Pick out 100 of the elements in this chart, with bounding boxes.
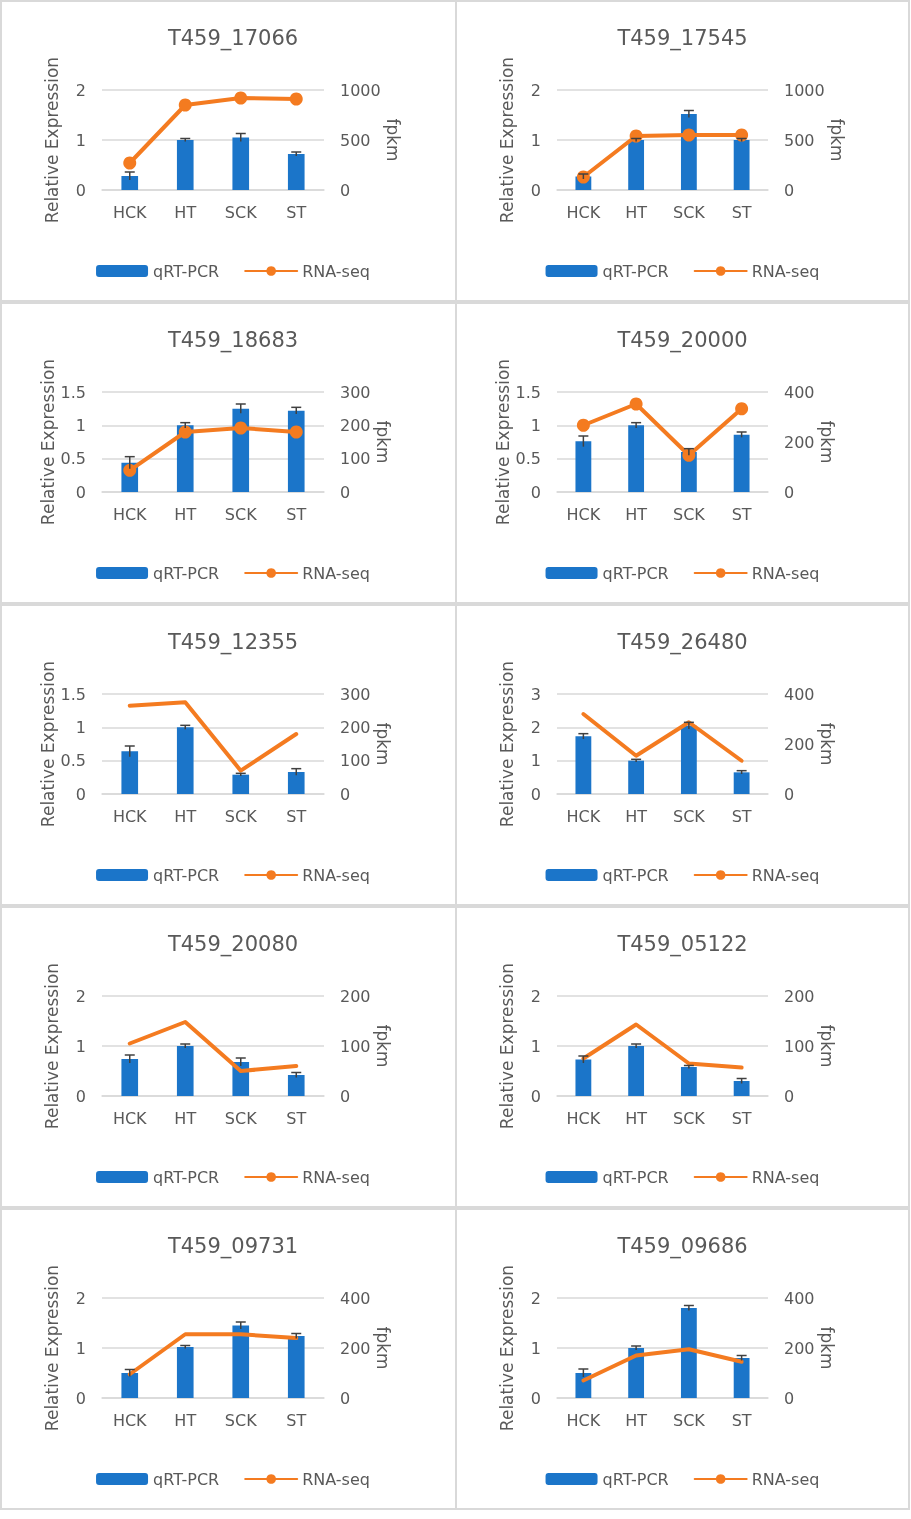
y2-axis-title: fpkm bbox=[372, 1024, 393, 1068]
bar bbox=[575, 736, 592, 794]
legend-label: qRT-PCR bbox=[153, 1469, 220, 1489]
y-axis-title: Relative Expression bbox=[41, 962, 62, 1130]
bar bbox=[176, 140, 194, 190]
legend-label: RNA-seq bbox=[751, 261, 820, 281]
x-tick-label: ST bbox=[286, 504, 307, 524]
bar bbox=[121, 1373, 139, 1398]
y2-tick-label: 0 bbox=[784, 1086, 795, 1106]
y2-tick-label: 200 bbox=[784, 432, 815, 452]
chart-title: T459_12355 bbox=[166, 629, 299, 655]
x-tick-label: ST bbox=[286, 1410, 307, 1430]
x-tick-label: HCK bbox=[566, 1108, 601, 1128]
y2-axis-title: fpkm bbox=[827, 118, 848, 162]
bar bbox=[680, 1067, 697, 1096]
y-axis-title: Relative Expression bbox=[493, 358, 514, 526]
point bbox=[123, 156, 137, 170]
x-tick-label: SCK bbox=[224, 806, 258, 826]
y-tick-label: 1 bbox=[530, 130, 541, 150]
y2-tick-label: 300 bbox=[340, 382, 371, 402]
x-tick-label: SCK bbox=[672, 1108, 706, 1128]
chart-title: T459_09731 bbox=[166, 1233, 299, 1259]
bar bbox=[287, 1336, 305, 1398]
y2-tick-label: 200 bbox=[784, 986, 815, 1006]
y-tick-label: 3 bbox=[530, 684, 541, 704]
legend-label: RNA-seq bbox=[751, 1469, 820, 1489]
bar bbox=[121, 1059, 139, 1096]
y2-axis-title: fpkm bbox=[816, 1326, 837, 1370]
chart-title: T459_20000 bbox=[616, 327, 748, 353]
bar bbox=[232, 774, 250, 794]
point bbox=[234, 421, 248, 435]
bar bbox=[287, 1075, 305, 1096]
legend-label: RNA-seq bbox=[302, 563, 370, 583]
y-axis-title: Relative Expression bbox=[41, 1264, 62, 1432]
x-tick-label: HT bbox=[625, 1410, 648, 1430]
y2-tick-label: 100 bbox=[340, 449, 371, 469]
y-tick-label: 0.5 bbox=[515, 449, 541, 469]
y2-tick-label: 200 bbox=[784, 1338, 815, 1358]
y2-axis-title: fpkm bbox=[372, 420, 393, 464]
y2-axis-title: fpkm bbox=[372, 722, 393, 766]
y2-tick-label: 200 bbox=[340, 415, 371, 435]
legend-label: qRT-PCR bbox=[602, 563, 669, 583]
bar bbox=[232, 1325, 250, 1398]
bar bbox=[232, 137, 250, 190]
x-tick-label: HT bbox=[174, 806, 197, 826]
x-tick-label: HCK bbox=[566, 806, 601, 826]
legend-label: RNA-seq bbox=[302, 1167, 370, 1187]
y2-tick-label: 100 bbox=[340, 751, 371, 771]
y-tick-label: 1 bbox=[530, 1338, 541, 1358]
y-tick-label: 2 bbox=[75, 986, 86, 1006]
point bbox=[178, 425, 192, 439]
chart-title: T459_05122 bbox=[616, 931, 748, 957]
y2-axis-title: fpkm bbox=[383, 118, 404, 162]
y2-tick-label: 400 bbox=[340, 1288, 371, 1308]
x-tick-label: HCK bbox=[566, 202, 601, 222]
point bbox=[682, 448, 696, 462]
legend-label: qRT-PCR bbox=[153, 563, 220, 583]
y-tick-label: 1.5 bbox=[60, 382, 86, 402]
y2-tick-label: 0 bbox=[340, 784, 351, 804]
x-tick-label: SCK bbox=[224, 1108, 258, 1128]
y2-tick-label: 0 bbox=[340, 180, 351, 200]
legend-label: RNA-seq bbox=[751, 1167, 820, 1187]
point bbox=[735, 402, 749, 416]
chart-title: T459_26480 bbox=[616, 629, 748, 655]
bar bbox=[287, 154, 305, 190]
y2-tick-label: 0 bbox=[340, 1388, 351, 1408]
x-tick-label: HT bbox=[625, 202, 648, 222]
y2-tick-label: 0 bbox=[784, 1388, 795, 1408]
x-tick-label: SCK bbox=[672, 1410, 706, 1430]
bar bbox=[628, 425, 645, 492]
y-tick-label: 1 bbox=[75, 1036, 86, 1056]
bar bbox=[121, 751, 139, 794]
y2-tick-label: 200 bbox=[340, 986, 371, 1006]
y-tick-label: 0 bbox=[530, 482, 541, 502]
y2-tick-label: 200 bbox=[784, 734, 815, 754]
y-tick-label: 1.5 bbox=[60, 684, 86, 704]
y2-tick-label: 400 bbox=[784, 382, 815, 402]
y2-tick-label: 400 bbox=[784, 1288, 815, 1308]
x-tick-label: SCK bbox=[672, 504, 706, 524]
y-tick-label: 1 bbox=[75, 415, 86, 435]
line-series bbox=[127, 1020, 299, 1073]
y-tick-label: 1 bbox=[530, 1036, 541, 1056]
y2-tick-label: 500 bbox=[784, 130, 815, 150]
y-tick-label: 2 bbox=[530, 717, 541, 737]
chart-title: T459_09686 bbox=[616, 1233, 748, 1259]
y-tick-label: 2 bbox=[530, 986, 541, 1006]
y2-tick-label: 400 bbox=[784, 684, 815, 704]
point bbox=[178, 98, 192, 112]
legend-label: qRT-PCR bbox=[602, 1469, 669, 1489]
y2-axis-title: fpkm bbox=[816, 722, 837, 766]
point bbox=[576, 418, 590, 432]
y-tick-label: 0 bbox=[75, 180, 86, 200]
y2-tick-label: 300 bbox=[340, 684, 371, 704]
x-tick-label: HCK bbox=[112, 504, 148, 524]
point bbox=[289, 425, 303, 439]
x-tick-label: ST bbox=[731, 806, 752, 826]
legend-label: qRT-PCR bbox=[153, 261, 220, 281]
y-axis-title: Relative Expression bbox=[496, 56, 517, 224]
y-tick-label: 2 bbox=[75, 80, 86, 100]
x-tick-label: ST bbox=[731, 1410, 752, 1430]
